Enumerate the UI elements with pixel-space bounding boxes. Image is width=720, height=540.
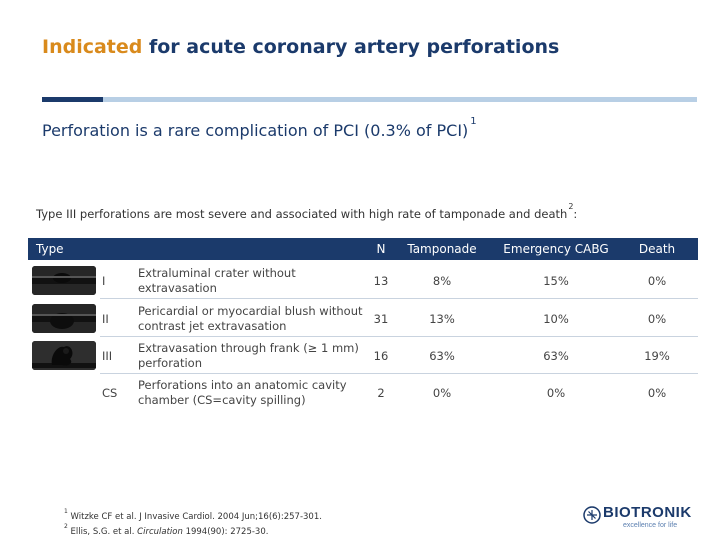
n-value: 16 <box>373 349 389 363</box>
tamponade-value: 8% <box>432 274 452 288</box>
table-intro: Type III perforations are most severe an… <box>36 202 578 221</box>
perforation-grade: II <box>102 312 109 326</box>
cabg-value: 63% <box>543 349 569 363</box>
table-header: Type N Tamponade Emergency CABG Death <box>28 238 698 260</box>
perforation-description: Perforations into an anatomic cavity cha… <box>138 378 347 407</box>
perforation-description: Pericardial or myocardial blush without … <box>138 304 363 333</box>
subtitle-text: Perforation is a rare complication of PC… <box>42 121 469 140</box>
table-row: III Extravasation through frank (≥ 1 mm)… <box>28 337 698 374</box>
col-cabg: Emergency CABG <box>503 242 609 256</box>
biotronik-logo: BIOTRONIK excellence for life <box>583 504 703 532</box>
n-value: 2 <box>377 386 385 400</box>
tamponade-value: 0% <box>432 386 452 400</box>
row-divider <box>100 298 698 299</box>
tamponade-value: 13% <box>429 312 455 326</box>
table-row: CS Perforations into an anatomic cavity … <box>28 374 698 411</box>
title-rule <box>103 97 697 102</box>
col-n: N <box>376 242 386 256</box>
n-value: 13 <box>373 274 389 288</box>
row-divider <box>100 336 698 337</box>
perforation-grade: III <box>102 349 113 363</box>
title-highlight: Indicated <box>42 36 143 58</box>
col-tamponade: Tamponade <box>407 242 477 256</box>
row-divider <box>100 373 698 374</box>
footnote-pre: Ellis, S.G. et al. <box>70 526 138 537</box>
footnote-2: 2 Ellis, S.G. et al. Circulation 1994(90… <box>64 523 322 538</box>
cabg-value: 0% <box>546 386 566 400</box>
logo-mark-icon <box>583 506 601 524</box>
death-value: 0% <box>647 312 667 326</box>
footnote-journal: Circulation <box>137 526 183 537</box>
table-row: II Pericardial or myocardial blush witho… <box>28 300 698 337</box>
logo-wordmark: BIOTRONIK <box>603 504 692 521</box>
angiogram-type-iii <box>32 341 96 370</box>
death-value: 0% <box>647 274 667 288</box>
col-type: Type <box>36 242 64 256</box>
angiogram-type-i <box>32 266 96 295</box>
slide-title: Indicated for acute coronary artery perf… <box>42 36 559 58</box>
note-ref: 2 <box>568 202 574 211</box>
footnote-text: Witzke CF et al. J Invasive Cardiol. 200… <box>70 511 322 522</box>
title-rest: for acute coronary artery perforations <box>142 36 560 58</box>
col-death: Death <box>638 242 676 256</box>
angiogram-type-ii <box>32 304 96 333</box>
footnote-post: 1994(90): 2725-30. <box>182 526 269 537</box>
footnote-num: 1 <box>64 508 68 515</box>
cabg-value: 10% <box>543 312 569 326</box>
perforation-description: Extravasation through frank (≥ 1 mm) per… <box>138 341 359 370</box>
note-text: Type III perforations are most severe an… <box>36 206 568 221</box>
footnote-1: 1 Witzke CF et al. J Invasive Cardiol. 2… <box>64 508 322 523</box>
perforation-grade: CS <box>102 386 118 400</box>
n-value: 31 <box>373 312 389 326</box>
perforation-description: Extraluminal crater without extravasatio… <box>138 266 296 295</box>
slide-subtitle: Perforation is a rare complication of PC… <box>42 116 477 140</box>
footnotes: 1 Witzke CF et al. J Invasive Cardiol. 2… <box>64 508 322 538</box>
table-row: I Extraluminal crater without extravasat… <box>28 262 698 299</box>
title-rule-accent <box>42 97 103 102</box>
death-value: 0% <box>647 386 667 400</box>
perforation-grade: I <box>102 274 106 288</box>
note-suffix: : <box>573 206 578 221</box>
death-value: 19% <box>644 349 670 363</box>
tamponade-value: 63% <box>429 349 455 363</box>
logo-tagline: excellence for life <box>623 522 678 529</box>
footnote-num: 2 <box>64 522 68 530</box>
subtitle-ref: 1 <box>470 115 477 127</box>
cabg-value: 15% <box>543 274 569 288</box>
